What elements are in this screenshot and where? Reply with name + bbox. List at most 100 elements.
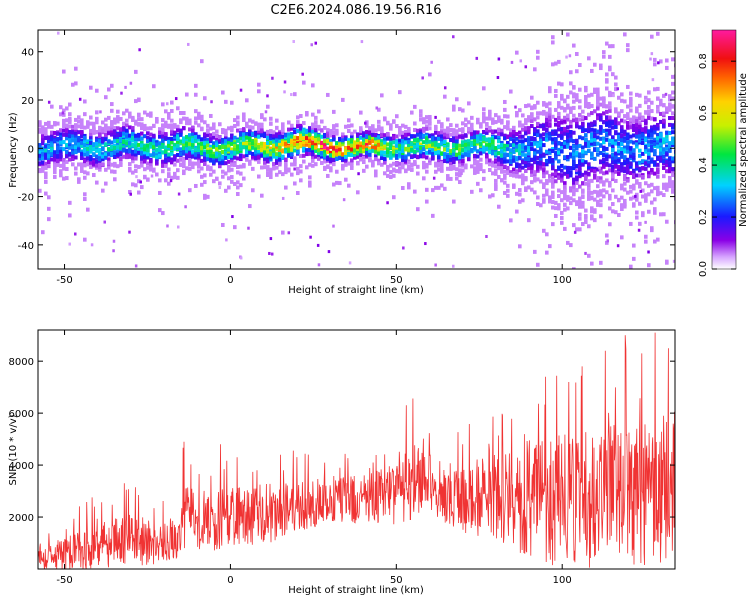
spectrogram-cell (302, 80, 306, 85)
spectrogram-cell (187, 42, 190, 46)
spectrogram-cell (566, 174, 570, 179)
spectrogram-cell (602, 120, 606, 125)
spectrogram-cell (398, 146, 402, 151)
spectrogram-cell (587, 112, 591, 117)
spectrogram-cell (458, 163, 462, 168)
spectrogram-cell (596, 100, 600, 105)
spectrogram-cell (503, 153, 507, 158)
spectrogram-cell (496, 76, 500, 80)
spectrogram-cell (119, 150, 123, 155)
spectrogram-cell (305, 140, 309, 145)
spectrogram-cell (596, 167, 600, 172)
spectrogram-cell (671, 136, 675, 141)
spectrogram-cell (503, 157, 507, 162)
spectrogram-cell (203, 141, 207, 146)
spectrogram-cell (284, 164, 288, 169)
spectrogram-cell (311, 122, 315, 127)
spectrogram-cell (626, 164, 630, 169)
spectrogram-cell (569, 106, 573, 111)
spectrogram-cell (68, 119, 72, 124)
spectrogram-cell (242, 129, 246, 134)
snr-series-line (38, 332, 675, 569)
spectrogram-cell (296, 136, 300, 141)
spectrogram-cell (95, 180, 99, 185)
spectrogram-cell (215, 133, 219, 138)
spectrogram-cell (656, 156, 660, 161)
spectrogram-cell (548, 148, 552, 153)
spectrogram-cell (50, 104, 54, 109)
spectrogram-cell (512, 167, 516, 172)
spectrogram-cell (329, 157, 333, 162)
spectrogram-cell (443, 128, 447, 133)
spectrogram-cell (200, 174, 204, 179)
spectrogram-cell (620, 92, 624, 97)
spectrogram-cell (644, 100, 648, 105)
spectrogram-cell (656, 96, 660, 101)
spectrogram-cell (308, 143, 312, 148)
spectrogram-cell (365, 164, 369, 169)
spectrogram-cell (518, 199, 522, 204)
spectrogram-cell (578, 199, 582, 204)
spectrogram-cell (635, 144, 639, 149)
spectrogram-cell (616, 87, 620, 91)
spectrogram-cell (74, 125, 78, 130)
spectrogram-cell (209, 137, 213, 142)
spectrogram-cell (119, 157, 123, 162)
spectrogram-cell (611, 44, 615, 49)
spectrogram-cell (572, 152, 576, 157)
spectrogram-cell (83, 170, 87, 175)
spectrogram-cell (503, 114, 507, 119)
spectrogram-cell (329, 145, 333, 150)
spectrogram-cell (266, 104, 270, 109)
spectrogram-cell (332, 146, 336, 151)
spectrogram-cell (71, 82, 75, 87)
spectrogram-cell (530, 172, 534, 177)
spectrogram-cell (326, 92, 330, 97)
spectrogram-cell (512, 139, 516, 144)
spectrogram-cell (671, 74, 675, 79)
spectrogram-cell (62, 159, 66, 164)
spectrogram-cell (167, 152, 171, 157)
spectrogram-cell (539, 153, 543, 158)
spectrogram-cell (95, 138, 99, 143)
spectrogram-cell (488, 116, 492, 121)
spectrogram-cell (296, 142, 300, 147)
spectrogram-cell (317, 124, 321, 129)
spectrogram-cell (269, 121, 273, 126)
spectrogram-cell (173, 123, 177, 128)
spectrogram-cell (464, 123, 468, 128)
spectrogram-cell (68, 200, 72, 205)
spectrogram-cell (71, 133, 75, 138)
spectrogram-cell (632, 152, 636, 157)
spectrogram-cell (353, 148, 357, 153)
spectrogram-cell (551, 161, 555, 166)
spectrogram-cell (518, 188, 522, 193)
spectrogram-cell (71, 138, 75, 143)
spectrogram-cell (428, 133, 432, 138)
spectrogram-cell (260, 141, 264, 146)
spectrogram-cell (557, 59, 561, 64)
spectrogram-cell (608, 193, 612, 198)
spectrogram-cell (665, 160, 669, 165)
spectrogram-cell (107, 147, 111, 152)
spectrogram-cell (596, 97, 600, 102)
spectrogram-cell (557, 188, 561, 193)
spectrogram-cell (44, 130, 48, 135)
spectrogram-cell (665, 130, 669, 135)
spectrogram-cell (422, 117, 426, 122)
spectrogram-cell (341, 97, 345, 102)
spectrogram-cell (527, 162, 531, 167)
spectrogram-cell (248, 125, 252, 130)
spectrogram-cell (188, 188, 192, 193)
spectrogram-cell (428, 118, 432, 123)
spectrogram-cell (671, 115, 675, 120)
spectrogram-cell (200, 114, 204, 119)
spectrogram-cell (554, 117, 558, 122)
spectrogram-cell (359, 110, 363, 115)
spectrogram-cell (581, 115, 585, 120)
spectrogram-cell (650, 182, 654, 187)
spectrogram-cell (614, 117, 618, 122)
spectrogram-cell (188, 121, 192, 126)
spectrogram-cell (533, 148, 537, 153)
spectrogram-cell (62, 166, 66, 171)
